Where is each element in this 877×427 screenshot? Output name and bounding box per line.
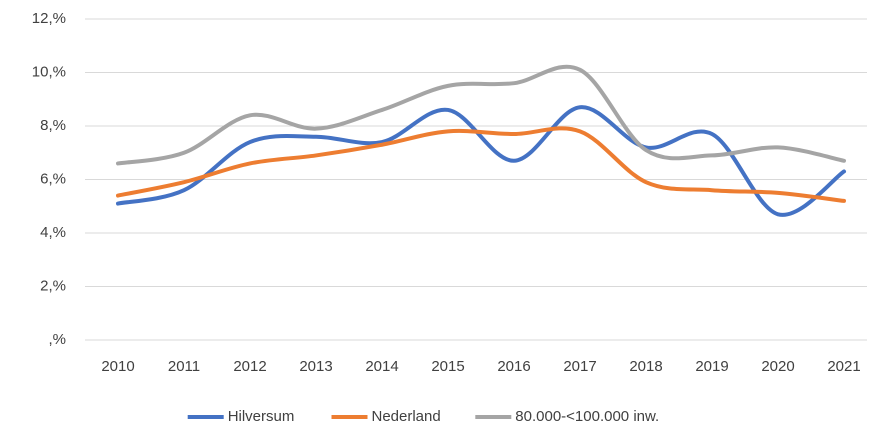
x-tick-label: 2015: [431, 358, 464, 375]
y-tick-label: 6,%: [40, 170, 66, 187]
x-tick-label: 2014: [365, 358, 398, 375]
x-tick-label: 2016: [497, 358, 530, 375]
legend-label: 80.000-<100.000 inw.: [515, 408, 659, 425]
x-tick-label: 2012: [233, 358, 266, 375]
x-tick-label: 2021: [827, 358, 860, 375]
x-tick-label: 2017: [563, 358, 596, 375]
data-line: [116, 105, 846, 217]
legend-label: Hilversum: [228, 408, 295, 425]
x-tick-label: 2019: [695, 358, 728, 375]
x-tick-label: 2020: [761, 358, 794, 375]
x-tick-label: 2013: [299, 358, 332, 375]
y-tick-label: 10,%: [32, 63, 66, 80]
data-line: [116, 126, 846, 203]
x-tick-label: 2010: [101, 358, 134, 375]
legend-label: Nederland: [372, 408, 441, 425]
data-line: [116, 64, 846, 166]
y-tick-label: ,%: [48, 331, 66, 348]
y-tick-label: 12,%: [32, 10, 66, 27]
x-tick-label: 2011: [168, 358, 200, 375]
y-tick-label: 8,%: [40, 117, 66, 134]
y-tick-label: 2,%: [40, 277, 66, 294]
y-tick-label: 4,%: [40, 224, 66, 241]
x-tick-label: 2018: [629, 358, 662, 375]
